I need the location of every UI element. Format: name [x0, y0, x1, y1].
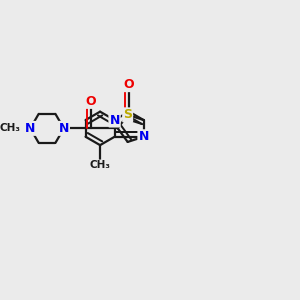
Text: N: N: [110, 113, 120, 127]
Text: O: O: [124, 78, 134, 91]
Text: CH₃: CH₃: [0, 123, 21, 134]
Text: N: N: [138, 130, 149, 143]
Text: O: O: [85, 95, 96, 108]
Text: S: S: [123, 108, 132, 121]
Text: N: N: [58, 122, 69, 135]
Text: CH₃: CH₃: [90, 160, 111, 170]
Text: N: N: [25, 122, 35, 135]
